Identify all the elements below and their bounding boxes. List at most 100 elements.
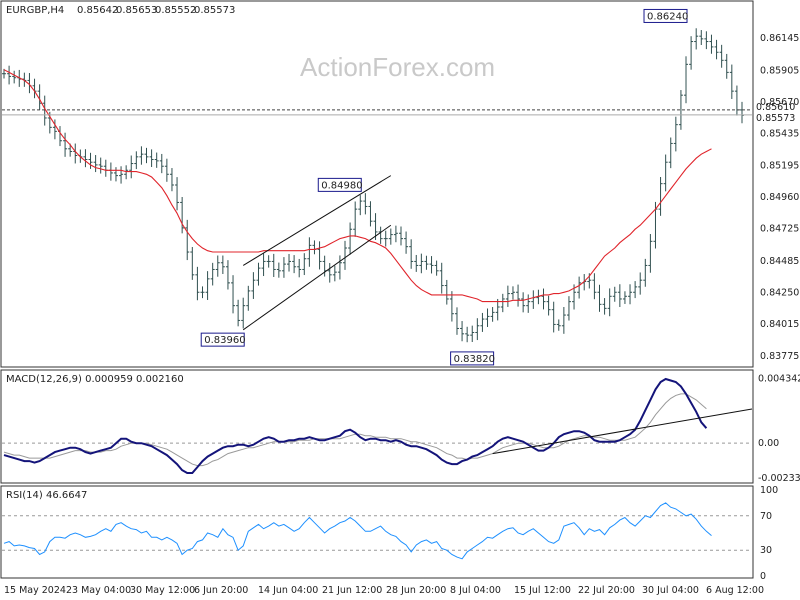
- price-bar: [597, 284, 602, 312]
- price-bar: [409, 239, 414, 269]
- price-bar: [704, 31, 709, 50]
- price-bar: [638, 272, 643, 295]
- macd-line: [3, 377, 708, 474]
- price-bar: [617, 284, 622, 307]
- x-tick-label: 15 May 2024: [4, 585, 66, 596]
- price-bar: [154, 152, 159, 168]
- rsi-panel: [0, 485, 754, 579]
- rsi-header: RSI(14) 46.6647: [6, 490, 87, 501]
- price-bar: [47, 111, 52, 134]
- price-bar: [689, 36, 694, 70]
- price-bar: [449, 291, 454, 322]
- price-bar: [521, 292, 526, 313]
- price-bar: [470, 325, 475, 343]
- price-bar: [566, 296, 571, 321]
- x-tick-label: 28 Jun 20:00: [386, 585, 446, 596]
- price-plot: 0.83960 0.84980 0.83820 0.86240: [2, 8, 752, 366]
- x-tick-label: 6 Jun 20:00: [194, 585, 248, 596]
- price-bar: [281, 257, 286, 278]
- price-bar: [699, 30, 704, 46]
- macd-header: MACD(12,26,9) 0.000959 0.002160: [6, 374, 184, 385]
- macd-trend-line: [492, 408, 753, 455]
- price-bar: [297, 258, 302, 278]
- price-bar: [505, 285, 510, 307]
- price-bar: [684, 56, 689, 104]
- price-y-tick: 0.84015: [760, 319, 799, 330]
- price-bar: [63, 132, 68, 157]
- macd-panel: [0, 369, 754, 484]
- price-bar: [444, 279, 449, 305]
- macd-y-tick: 0.004342: [758, 373, 800, 384]
- price-bar: [602, 298, 607, 315]
- price-bar: [551, 301, 556, 333]
- price-bar: [709, 34, 714, 54]
- rsi-y-tick: 30: [760, 545, 772, 556]
- axis-labels: 0.86145 0.85905 0.85670 0.85435 0.85195 0.849…: [4, 33, 800, 596]
- price-bar: [231, 275, 236, 314]
- price-bar: [139, 146, 144, 165]
- price-bar: [454, 307, 459, 335]
- price-bar: [246, 285, 251, 311]
- price-bar: [404, 231, 409, 254]
- price-label-box: [317, 177, 362, 192]
- price-bar: [719, 44, 724, 68]
- price-y-tick: 0.85905: [760, 65, 799, 76]
- x-tick-label: 8 Jul 04:00: [450, 585, 501, 596]
- price-bar: [185, 219, 190, 261]
- price-y-tick: 0.84485: [760, 256, 799, 267]
- x-tick-label: 15 Jul 12:00: [514, 585, 571, 596]
- price-bar: [414, 254, 419, 272]
- price-bar: [42, 95, 47, 126]
- price-level-label: 0.85573: [756, 113, 795, 124]
- moving-average-line: [3, 69, 712, 303]
- price-bar: [633, 281, 638, 299]
- price-bar: [424, 255, 429, 270]
- price-y-tick: 0.86145: [760, 33, 799, 44]
- price-bar: [368, 201, 373, 227]
- price-bar: [205, 271, 210, 300]
- price-bar: [561, 307, 566, 334]
- price-bar: [169, 168, 174, 192]
- price-bar: [541, 288, 546, 310]
- price-bar: [236, 299, 241, 327]
- macd-plot: [2, 377, 753, 474]
- symbol-label: EURGBP,H4: [6, 5, 64, 16]
- price-bar: [52, 119, 57, 140]
- price-bar: [180, 196, 185, 234]
- macd-y-tick: 0.00: [758, 438, 779, 449]
- price-bar: [729, 64, 734, 99]
- price-bar: [144, 147, 149, 164]
- price-bar: [429, 256, 434, 274]
- price-bar: [88, 152, 93, 169]
- price-bar: [439, 262, 444, 294]
- price-bar: [516, 284, 521, 307]
- price-bar: [607, 288, 612, 317]
- price-bar: [12, 70, 17, 84]
- price-bar: [98, 157, 103, 174]
- price-bar: [327, 263, 332, 283]
- x-tick-label: 14 Jun 04:00: [258, 585, 318, 596]
- price-bar: [2, 68, 6, 79]
- price-bar: [668, 137, 673, 169]
- price-bar: [68, 143, 73, 157]
- rsi-y-tick: 70: [760, 511, 772, 522]
- price-bar: [337, 255, 342, 280]
- price-bar: [348, 222, 353, 255]
- price-bar: [266, 255, 271, 268]
- price-y-tick: 0.85195: [760, 161, 799, 172]
- price-bar: [134, 151, 139, 170]
- rsi-plot: [2, 502, 752, 560]
- price-bar: [83, 149, 88, 168]
- price-bar: [648, 234, 653, 273]
- price-bar: [663, 154, 668, 192]
- price-label-box: [643, 8, 688, 23]
- price-bar: [622, 291, 627, 304]
- price-bar: [724, 53, 729, 79]
- price-bar: [475, 318, 480, 341]
- price-bar: [164, 158, 169, 182]
- price-bar: [124, 165, 129, 180]
- price-level-label: 0.85610: [756, 102, 795, 113]
- rsi-y-tick: 100: [760, 485, 778, 496]
- price-bar: [393, 225, 398, 243]
